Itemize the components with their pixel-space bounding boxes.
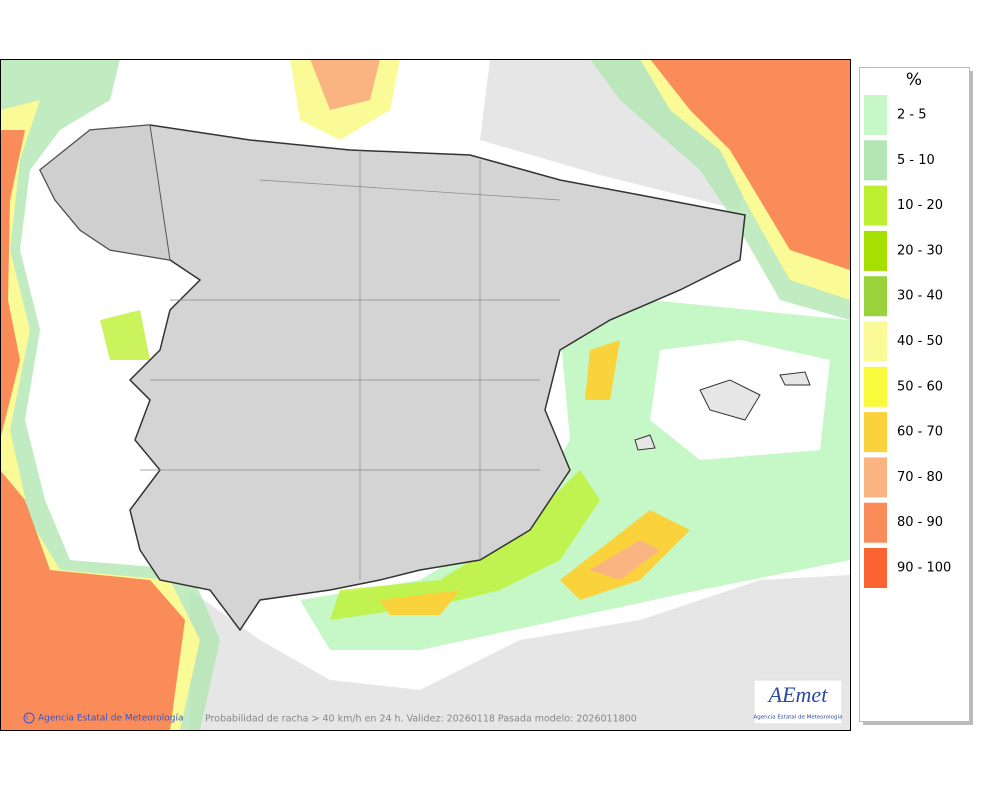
logo-subtitle: Agencia Estatal de Meteorología	[754, 714, 843, 721]
legend-label: 30 - 40	[897, 289, 943, 304]
caption: Probabilidad de racha > 40 km/h en 24 h.…	[205, 714, 637, 725]
legend-swatch	[864, 366, 887, 407]
legend-swatch	[864, 321, 887, 362]
legend-swatch	[864, 457, 887, 498]
copyright-icon: c	[25, 715, 28, 722]
logo-text: AEmet	[767, 682, 829, 707]
legend-swatch	[864, 230, 887, 271]
legend-swatch	[864, 140, 887, 181]
legend-swatch	[864, 185, 887, 226]
legend-title: %	[906, 70, 922, 90]
logo-box	[753, 679, 843, 725]
legend-swatch	[864, 412, 887, 453]
legend-swatch	[864, 276, 887, 317]
map-frame	[0, 59, 851, 731]
map: c Agencia Estatal de Meteorología Probab…	[0, 59, 850, 730]
legend-label: 60 - 70	[897, 425, 943, 440]
legend-label: 90 - 100	[897, 561, 951, 576]
legend-swatch	[864, 95, 887, 135]
legend-label: 50 - 60	[897, 379, 943, 394]
legend-label: 10 - 20	[897, 198, 943, 213]
legend-label: 2 - 5	[897, 108, 927, 123]
legend-label: 5 - 10	[897, 153, 935, 168]
legend-label: 40 - 50	[897, 334, 943, 349]
legend-swatch	[864, 502, 887, 543]
legend-label: 70 - 80	[897, 470, 943, 485]
legend-items: 2 - 5 5 - 10 10 - 20 20 - 30 30 - 40 40 - 50 5…	[864, 95, 951, 588]
legend-label: 20 - 30	[897, 243, 943, 258]
legend-label: 80 - 90	[897, 515, 943, 530]
credit: Agencia Estatal de Meteorología	[38, 714, 184, 724]
legend-swatch	[864, 548, 887, 588]
